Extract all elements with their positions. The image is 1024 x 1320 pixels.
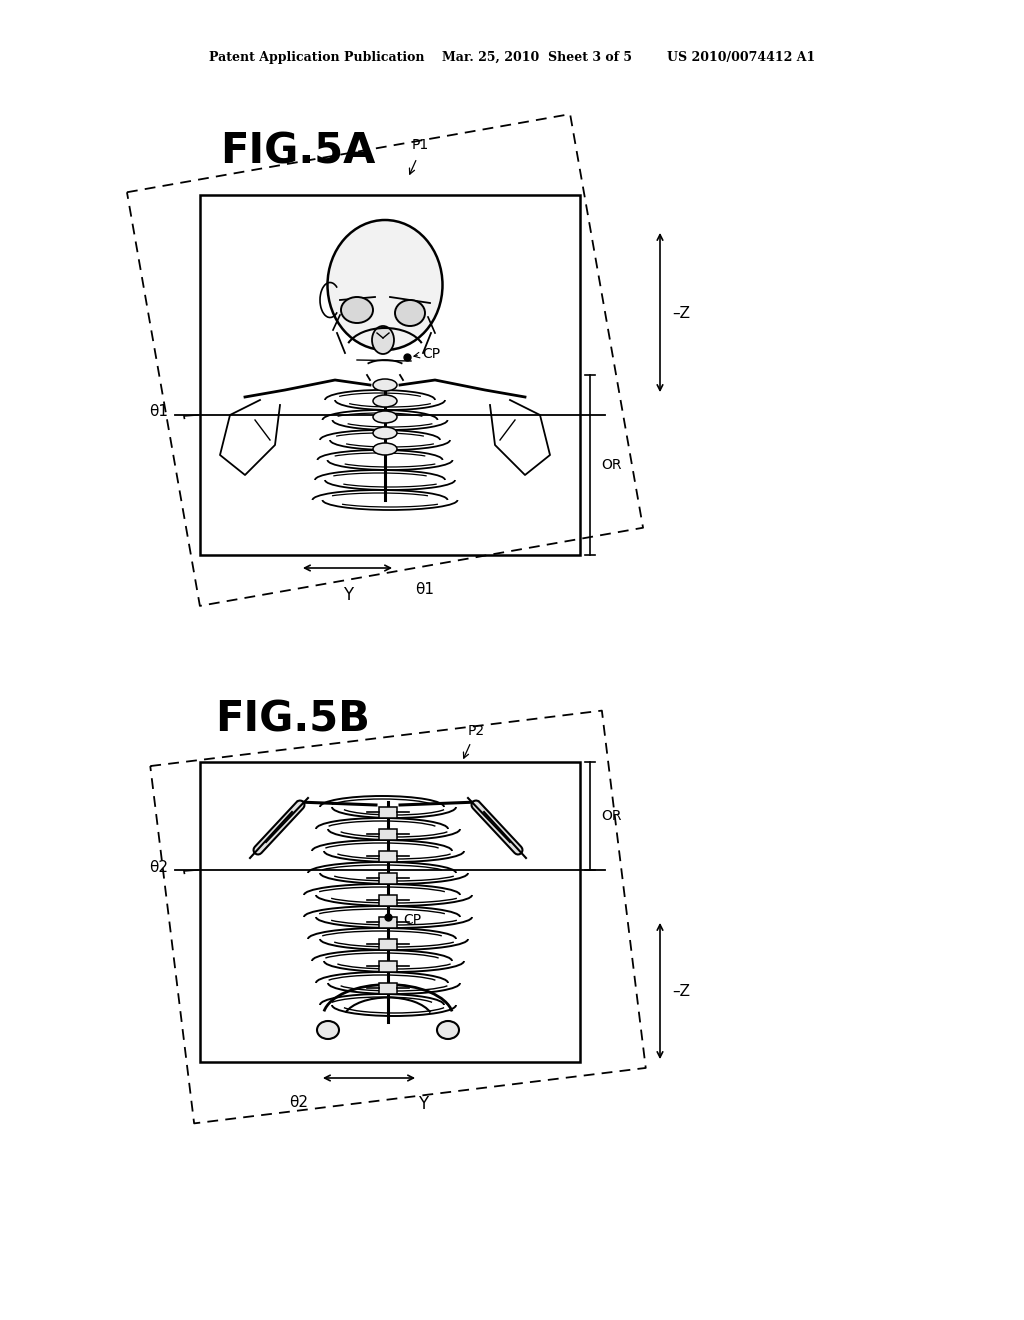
Ellipse shape [328,220,442,350]
Ellipse shape [373,395,397,407]
Bar [379,895,397,906]
Text: θ1: θ1 [150,404,168,420]
Ellipse shape [373,379,397,391]
Text: θ1: θ1 [415,582,434,597]
Ellipse shape [317,1020,339,1039]
Bar [379,916,397,928]
Text: –Z: –Z [672,983,690,998]
Bar [379,961,397,972]
Ellipse shape [437,1020,459,1039]
Ellipse shape [341,297,373,323]
Text: OR: OR [601,809,622,822]
Text: P1: P1 [412,139,429,152]
Bar [200,762,580,1063]
Text: FIG.5B: FIG.5B [215,698,370,741]
Bar [379,873,397,883]
Ellipse shape [373,426,397,440]
Bar [200,195,580,554]
Text: –Z: –Z [672,305,690,321]
Text: FIG.5A: FIG.5A [220,129,376,172]
Text: Patent Application Publication    Mar. 25, 2010  Sheet 3 of 5        US 2010/007: Patent Application Publication Mar. 25, … [209,51,815,65]
Text: Y: Y [343,586,353,605]
Ellipse shape [373,411,397,422]
Text: P2: P2 [467,723,484,738]
Text: Y: Y [418,1096,428,1113]
Text: OR: OR [601,458,622,473]
Text: θ2: θ2 [150,861,168,875]
Bar [379,829,397,840]
Text: θ2: θ2 [289,1096,308,1110]
Bar [379,807,397,817]
Text: CP: CP [422,347,440,360]
Ellipse shape [395,300,425,326]
Bar [379,850,397,862]
Bar [379,982,397,994]
Ellipse shape [373,444,397,455]
Text: CP: CP [403,913,421,927]
Bar [379,939,397,949]
Ellipse shape [372,326,394,354]
